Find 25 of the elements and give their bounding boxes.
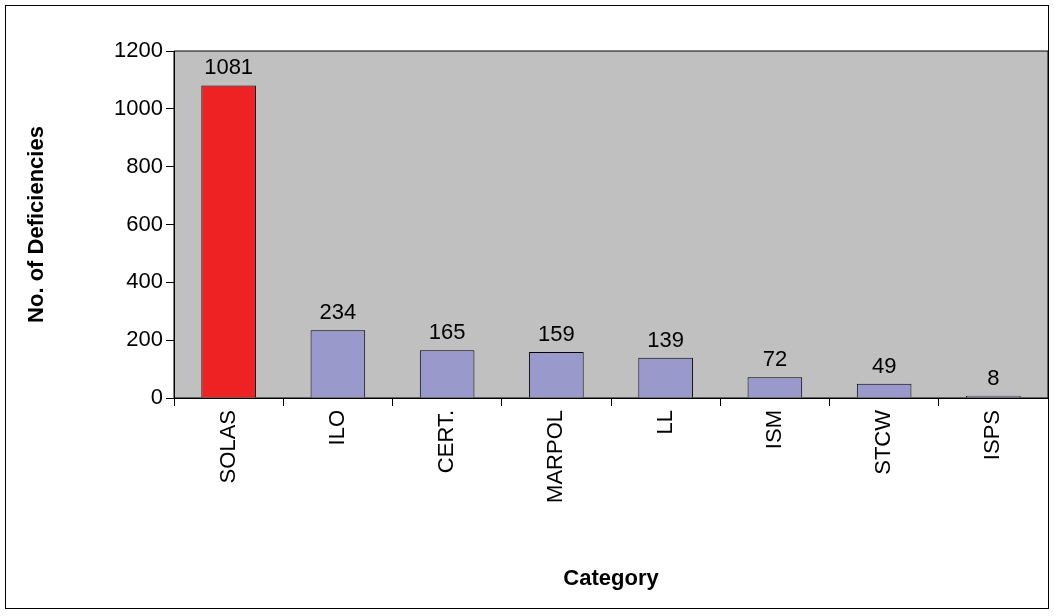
data-label: 72 bbox=[762, 346, 788, 372]
x-tick-label: ILO bbox=[323, 410, 349, 446]
y-tick-label: 1200 bbox=[114, 37, 163, 63]
y-axis-title: No. of Deficiencies bbox=[23, 126, 49, 323]
data-label: 49 bbox=[871, 352, 897, 378]
data-label: 159 bbox=[538, 321, 575, 347]
data-label: 234 bbox=[319, 299, 357, 325]
data-label: 139 bbox=[647, 326, 684, 352]
y-tick-label: 400 bbox=[126, 268, 163, 294]
data-label: 1081 bbox=[204, 54, 254, 80]
y-tick-label: 1000 bbox=[114, 94, 163, 120]
y-tick-label: 0 bbox=[150, 384, 163, 410]
data-label: 8 bbox=[987, 364, 1000, 390]
y-tick-label: 600 bbox=[126, 210, 163, 236]
y-tick-label: 800 bbox=[126, 152, 163, 178]
x-tick-label: STCW bbox=[870, 409, 896, 475]
x-tick-label: MARPOL bbox=[542, 410, 568, 503]
data-label: 165 bbox=[428, 319, 466, 345]
x-tick-label: CERT. bbox=[433, 410, 459, 474]
x-axis-title: Category bbox=[563, 564, 660, 590]
x-tick-label: SOLAS bbox=[214, 410, 240, 484]
x-tick-label: LL bbox=[651, 410, 677, 435]
y-tick-label: 200 bbox=[126, 326, 163, 352]
x-tick-label: ISPS bbox=[979, 410, 1005, 461]
x-tick-label: ISM bbox=[760, 410, 786, 450]
